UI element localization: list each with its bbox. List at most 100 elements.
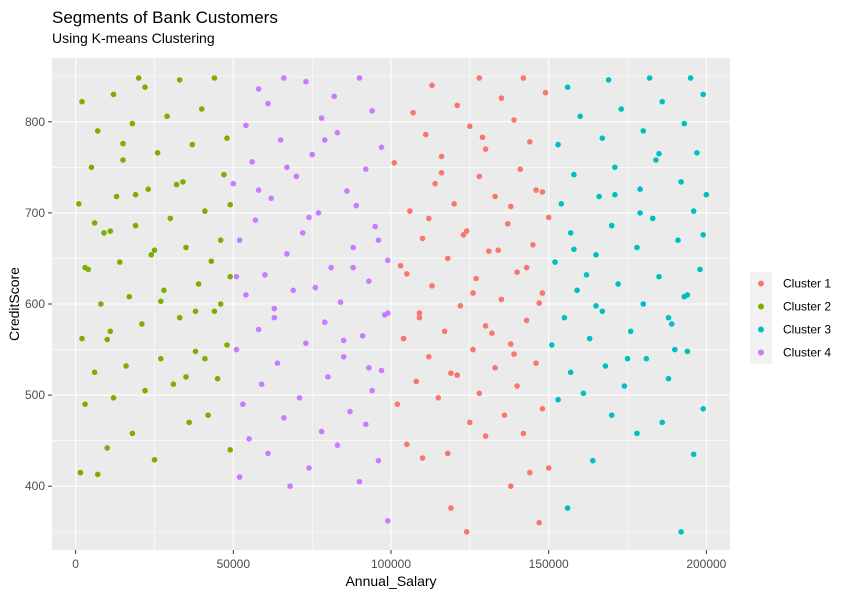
data-point-cluster-1 — [438, 170, 445, 176]
data-point-cluster-4 — [350, 264, 357, 271]
data-point-cluster-2 — [76, 201, 82, 207]
data-point-cluster-2 — [154, 150, 161, 156]
y-tick-label: 500 — [25, 388, 45, 402]
data-point-cluster-4 — [356, 478, 363, 485]
data-point-cluster-1 — [533, 360, 539, 367]
data-point-cluster-2 — [126, 293, 133, 300]
data-point-cluster-2 — [199, 106, 205, 112]
legend-key-cluster-3 — [758, 326, 764, 333]
data-point-cluster-4 — [306, 465, 312, 471]
data-point-cluster-2 — [145, 186, 151, 192]
x-tick-label: 0 — [72, 557, 79, 571]
data-point-cluster-4 — [385, 257, 391, 264]
data-point-cluster-3 — [659, 98, 665, 105]
data-point-cluster-3 — [634, 244, 640, 251]
data-point-cluster-4 — [240, 401, 246, 408]
data-point-cluster-3 — [640, 301, 647, 307]
data-point-cluster-1 — [470, 290, 476, 296]
data-point-cluster-4 — [334, 442, 341, 449]
data-point-cluster-1 — [432, 180, 438, 187]
data-point-cluster-2 — [82, 401, 88, 408]
data-point-cluster-3 — [697, 266, 703, 273]
data-point-cluster-4 — [243, 292, 249, 298]
data-point-cluster-3 — [602, 363, 609, 369]
data-point-cluster-4 — [322, 137, 328, 143]
data-point-cluster-3 — [590, 457, 596, 464]
data-point-cluster-3 — [675, 237, 681, 243]
data-point-cluster-1 — [482, 323, 489, 329]
legend-label-cluster-4: Cluster 4 — [783, 346, 831, 360]
y-tick-label: 600 — [25, 297, 45, 311]
data-point-cluster-1 — [501, 412, 508, 419]
data-point-cluster-4 — [369, 108, 375, 114]
grid-major — [52, 58, 730, 550]
data-point-cluster-3 — [690, 451, 697, 458]
data-point-cluster-2 — [135, 75, 142, 81]
data-point-cluster-4 — [236, 237, 243, 243]
y-tick-label: 800 — [25, 115, 45, 129]
data-point-cluster-2 — [120, 140, 126, 147]
data-point-cluster-1 — [454, 102, 461, 109]
data-point-cluster-4 — [271, 305, 278, 312]
data-point-cluster-3 — [593, 303, 599, 309]
x-tick-label: 100000 — [371, 557, 411, 571]
data-point-cluster-3 — [690, 208, 697, 214]
data-point-cluster-1 — [448, 370, 454, 377]
data-point-cluster-2 — [170, 381, 177, 388]
data-point-cluster-2 — [176, 314, 183, 321]
data-point-cluster-1 — [470, 346, 476, 353]
data-point-cluster-2 — [82, 264, 88, 271]
data-point-cluster-3 — [549, 342, 555, 348]
data-point-cluster-1 — [482, 433, 489, 439]
data-point-cluster-4 — [372, 223, 379, 230]
data-point-cluster-3 — [656, 273, 662, 280]
data-point-cluster-4 — [303, 340, 309, 347]
data-point-cluster-1 — [539, 189, 546, 195]
data-point-cluster-2 — [217, 301, 224, 307]
data-point-cluster-1 — [523, 264, 530, 271]
data-point-cluster-2 — [180, 179, 186, 185]
data-point-cluster-4 — [322, 319, 328, 326]
data-point-cluster-3 — [643, 355, 650, 362]
data-point-cluster-1 — [476, 390, 483, 397]
data-point-cluster-4 — [359, 333, 366, 339]
data-point-cluster-4 — [265, 100, 271, 107]
data-point-cluster-1 — [479, 134, 486, 141]
data-point-cluster-3 — [659, 419, 665, 426]
data-point-cluster-2 — [202, 355, 208, 362]
x-tick-label: 150000 — [529, 557, 569, 571]
data-point-cluster-2 — [195, 281, 202, 287]
legend-key-cluster-1 — [758, 280, 764, 287]
data-point-cluster-1 — [508, 203, 514, 210]
data-point-cluster-3 — [678, 179, 684, 185]
data-point-cluster-2 — [192, 348, 199, 355]
data-point-cluster-3 — [621, 383, 628, 389]
data-point-cluster-3 — [653, 157, 659, 163]
data-point-cluster-1 — [397, 262, 404, 269]
data-point-cluster-4 — [331, 93, 338, 100]
data-point-cluster-2 — [129, 430, 136, 437]
data-point-cluster-3 — [700, 406, 706, 412]
data-point-cluster-1 — [416, 310, 423, 316]
data-point-cluster-4 — [255, 326, 262, 333]
data-point-cluster-2 — [151, 457, 158, 463]
data-point-cluster-4 — [233, 346, 240, 353]
data-point-cluster-4 — [274, 360, 281, 367]
data-point-cluster-2 — [132, 191, 139, 198]
data-point-cluster-1 — [495, 247, 502, 253]
data-point-cluster-4 — [299, 230, 306, 236]
data-point-cluster-4 — [369, 387, 375, 394]
data-point-cluster-2 — [189, 141, 196, 148]
data-point-cluster-4 — [246, 436, 252, 442]
data-point-cluster-4 — [315, 210, 322, 216]
data-point-cluster-2 — [79, 335, 85, 342]
x-tick-label: 50000 — [217, 557, 251, 571]
data-point-cluster-1 — [517, 166, 524, 172]
data-point-cluster-1 — [520, 75, 527, 81]
data-point-cluster-2 — [227, 447, 233, 453]
data-point-cluster-4 — [255, 86, 262, 92]
data-point-cluster-3 — [567, 230, 574, 236]
data-point-cluster-2 — [183, 374, 189, 380]
data-point-cluster-3 — [681, 120, 688, 127]
